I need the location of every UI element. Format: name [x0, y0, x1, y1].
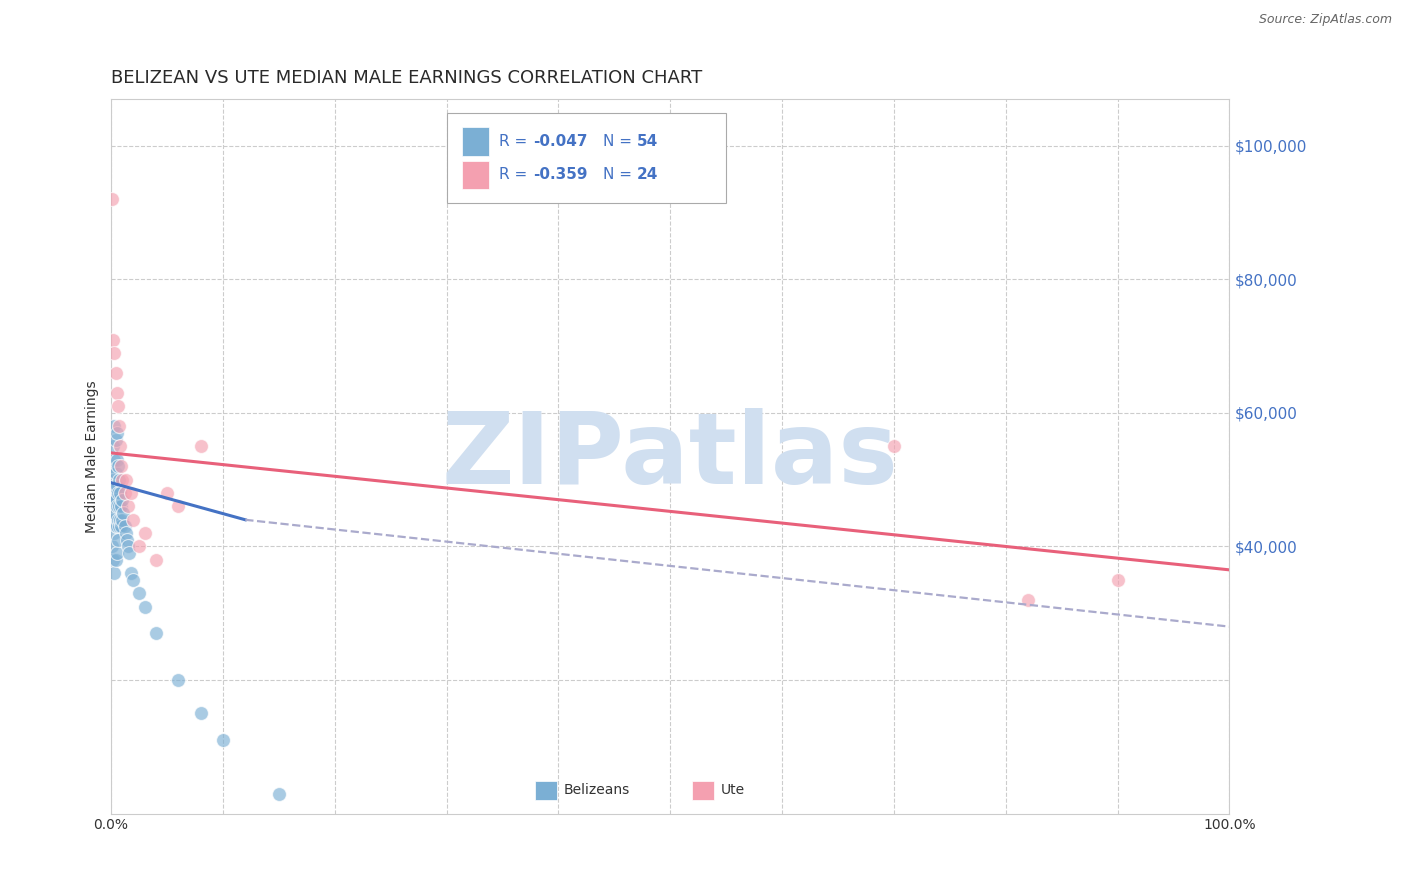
Text: R =: R =: [499, 134, 533, 149]
Point: [118, 546, 141, 560]
Point: [103, 333, 125, 347]
Point: [111, 473, 134, 487]
Text: 54: 54: [637, 134, 658, 149]
Point: [108, 486, 131, 500]
FancyBboxPatch shape: [463, 161, 489, 189]
Point: [111, 492, 134, 507]
Point: [101, 513, 124, 527]
Point: [167, 500, 190, 514]
Text: 24: 24: [637, 168, 658, 182]
Point: [190, 439, 212, 453]
Point: [104, 519, 127, 533]
Point: [122, 573, 145, 587]
Point: [103, 419, 125, 434]
Point: [105, 479, 128, 493]
Point: [110, 519, 132, 533]
Point: [103, 452, 125, 467]
Text: N =: N =: [603, 134, 637, 149]
Point: [115, 533, 138, 547]
Point: [128, 540, 150, 554]
Text: -0.359: -0.359: [533, 168, 588, 182]
Point: [134, 526, 156, 541]
Point: [101, 486, 124, 500]
Point: [103, 506, 125, 520]
Point: [103, 439, 125, 453]
Point: [108, 500, 131, 514]
Point: [134, 599, 156, 614]
Point: [212, 733, 235, 747]
Point: [883, 439, 905, 453]
Point: [103, 553, 125, 567]
Text: Ute: Ute: [721, 783, 745, 797]
Point: [117, 500, 139, 514]
Point: [103, 346, 125, 360]
Point: [103, 526, 125, 541]
Point: [145, 553, 167, 567]
Point: [101, 459, 124, 474]
Point: [105, 452, 128, 467]
Point: [1107, 573, 1129, 587]
Text: ZIPatlas: ZIPatlas: [441, 408, 898, 505]
Point: [107, 533, 129, 547]
Text: -0.047: -0.047: [533, 134, 588, 149]
Point: [104, 366, 127, 380]
Text: R =: R =: [499, 168, 533, 182]
Point: [190, 706, 212, 721]
Point: [108, 513, 131, 527]
Point: [103, 479, 125, 493]
FancyBboxPatch shape: [447, 113, 725, 202]
Point: [122, 513, 145, 527]
Text: Source: ZipAtlas.com: Source: ZipAtlas.com: [1258, 13, 1392, 27]
Point: [103, 519, 125, 533]
Point: [107, 513, 129, 527]
Point: [101, 192, 124, 206]
Point: [114, 519, 136, 533]
Point: [156, 486, 179, 500]
Point: [128, 586, 150, 600]
Point: [108, 439, 131, 453]
Point: [105, 386, 128, 401]
Point: [104, 492, 127, 507]
Point: [114, 486, 136, 500]
Point: [167, 673, 190, 687]
Point: [104, 433, 127, 447]
Point: [111, 513, 134, 527]
Point: [104, 553, 127, 567]
Point: [108, 419, 131, 434]
Point: [117, 540, 139, 554]
Point: [105, 546, 128, 560]
Point: [110, 459, 132, 474]
Point: [103, 473, 125, 487]
Point: [105, 425, 128, 440]
Point: [107, 399, 129, 413]
Text: BELIZEAN VS UTE MEDIAN MALE EARNINGS CORRELATION CHART: BELIZEAN VS UTE MEDIAN MALE EARNINGS COR…: [111, 69, 703, 87]
Point: [1017, 593, 1039, 607]
Point: [107, 459, 129, 474]
Text: N =: N =: [603, 168, 637, 182]
Y-axis label: Median Male Earnings: Median Male Earnings: [86, 380, 100, 533]
Point: [120, 566, 142, 581]
FancyBboxPatch shape: [534, 780, 557, 800]
Point: [145, 626, 167, 640]
Point: [107, 486, 129, 500]
Point: [267, 787, 290, 801]
Point: [105, 500, 128, 514]
Point: [103, 492, 125, 507]
Point: [105, 519, 128, 533]
FancyBboxPatch shape: [692, 780, 714, 800]
Point: [112, 506, 135, 520]
Point: [120, 486, 142, 500]
Point: [110, 500, 132, 514]
FancyBboxPatch shape: [463, 127, 489, 155]
Point: [114, 473, 136, 487]
Point: [108, 519, 131, 533]
Point: [103, 566, 125, 581]
Point: [104, 466, 127, 480]
Text: Belizeans: Belizeans: [564, 783, 630, 797]
Point: [108, 473, 131, 487]
Point: [101, 540, 124, 554]
Point: [114, 526, 136, 541]
